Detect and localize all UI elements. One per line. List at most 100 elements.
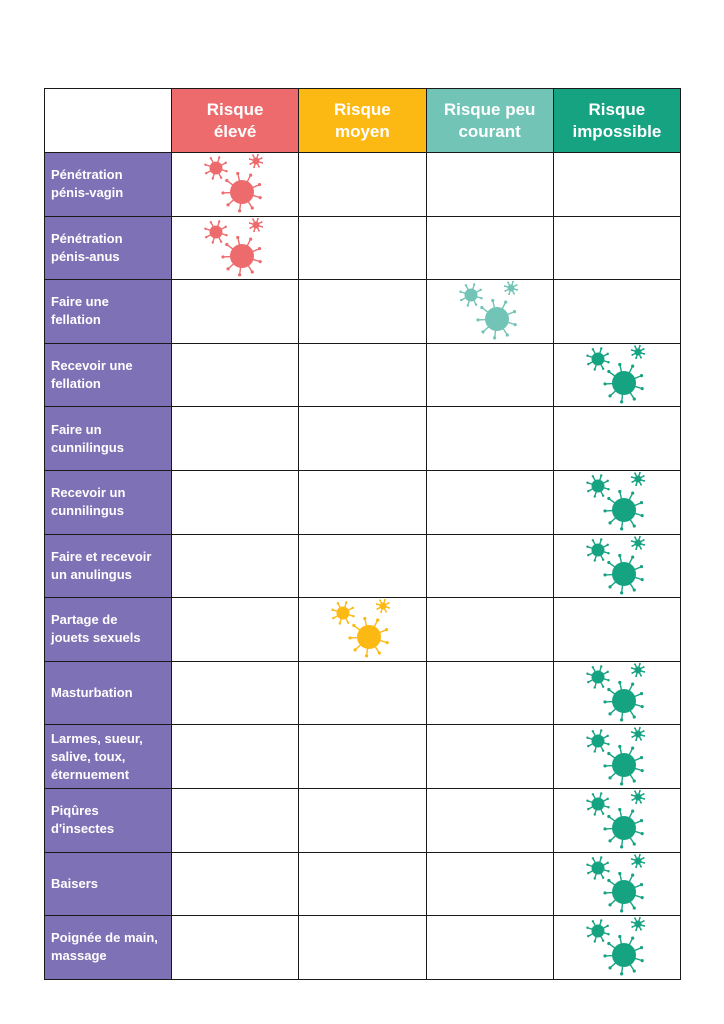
risk-cell-impossible xyxy=(552,787,682,853)
virus-icon xyxy=(586,853,645,913)
row-label: Larmes, sueur, salive, toux, éternuement xyxy=(44,724,172,789)
row-label-text: Faire une fellation xyxy=(51,294,109,328)
virus-icon xyxy=(586,917,645,976)
row-label-text: Masturbation xyxy=(51,685,133,701)
risk-cell-impossible xyxy=(552,724,682,789)
risk-cell-peu xyxy=(425,724,554,789)
virus-icon xyxy=(586,344,645,404)
table-row: Larmes, sueur, salive, toux, éternuement xyxy=(44,724,682,789)
row-label: Partage de jouets sexuels xyxy=(44,597,172,662)
row-label-text: Pénétration pénis-anus xyxy=(51,230,123,264)
risk-cell-impossible xyxy=(552,533,682,599)
risk-cell-peu xyxy=(425,215,554,281)
risk-cell-peu xyxy=(425,851,554,917)
risk-cell-impossible xyxy=(552,660,682,726)
risk-cell-peu xyxy=(425,915,554,980)
virus-icon xyxy=(586,662,645,722)
table-row: Faire une fellation xyxy=(44,279,682,344)
row-label-text: Recevoir une fellation xyxy=(51,358,133,392)
risk-cell-moyen xyxy=(298,660,427,726)
risk-table: Risque élevé Risque moyen Risque peu coura… xyxy=(44,88,682,980)
risk-cell-eleve xyxy=(170,915,300,980)
risk-cell-moyen xyxy=(298,724,427,789)
column-header-label: Risque peu courant xyxy=(443,99,536,141)
risk-cell-impossible xyxy=(552,342,682,408)
virus-icon xyxy=(458,281,518,340)
table-body: Pénétration pénis-vagin Pénétration pénis… xyxy=(44,152,682,980)
virus-icon xyxy=(586,535,645,595)
risk-cell-moyen xyxy=(298,152,427,217)
table-row: Faire un cunnilingus xyxy=(44,406,682,471)
row-label: Recevoir un cunnilingus xyxy=(44,469,172,535)
row-label-text: Piqûres d'insectes xyxy=(51,803,115,837)
row-label-text: Faire un cunnilingus xyxy=(51,421,124,455)
row-label-text: Recevoir un cunnilingus xyxy=(51,485,126,519)
row-label: Faire un cunnilingus xyxy=(44,406,172,471)
row-label-text: Faire et recevoir un anulingus xyxy=(51,548,152,582)
risk-cell-moyen xyxy=(298,279,427,344)
row-label: Piqûres d'insectes xyxy=(44,787,172,853)
column-header-label: Risque impossible xyxy=(572,99,662,141)
column-header-eleve: Risque élevé xyxy=(170,88,300,153)
risk-cell-eleve xyxy=(170,406,300,471)
virus-icon xyxy=(204,217,264,277)
risk-cell-moyen xyxy=(298,215,427,281)
risk-cell-impossible xyxy=(552,469,682,535)
row-label-text: Baisers xyxy=(51,875,98,891)
table-row: Masturbation xyxy=(44,660,682,726)
risk-cell-eleve xyxy=(170,724,300,789)
risk-cell-peu xyxy=(425,787,554,853)
risk-cell-peu xyxy=(425,469,554,535)
corner-cell xyxy=(44,88,172,153)
risk-cell-moyen xyxy=(298,342,427,408)
virus-icon xyxy=(331,599,391,658)
risk-cell-peu xyxy=(425,660,554,726)
risk-cell-peu xyxy=(425,597,554,662)
risk-cell-peu xyxy=(425,406,554,471)
row-label-text: Larmes, sueur, salive, toux, éternuement xyxy=(51,730,143,782)
risk-cell-eleve xyxy=(170,851,300,917)
row-label-text: Pénétration pénis-vagin xyxy=(51,167,124,201)
risk-cell-moyen xyxy=(298,469,427,535)
risk-cell-moyen xyxy=(298,915,427,980)
risk-cell-eleve xyxy=(170,342,300,408)
risk-cell-moyen xyxy=(298,787,427,853)
risk-cell-impossible xyxy=(552,597,682,662)
column-header-label: Risque moyen xyxy=(334,99,391,141)
risk-cell-eleve xyxy=(170,152,300,217)
row-label: Pénétration pénis-vagin xyxy=(44,152,172,217)
risk-cell-moyen xyxy=(298,597,427,662)
row-label: Poignée de main, massage xyxy=(44,915,172,980)
table-row: Recevoir un cunnilingus xyxy=(44,469,682,535)
risk-cell-eleve xyxy=(170,215,300,281)
table-row: Poignée de main, massage xyxy=(44,915,682,980)
column-header-impossible: Risque impossible xyxy=(552,88,682,153)
table-row: Pénétration pénis-anus xyxy=(44,215,682,281)
row-label: Recevoir une fellation xyxy=(44,342,172,408)
risk-cell-eleve xyxy=(170,533,300,599)
row-label-text: Partage de jouets sexuels xyxy=(51,612,141,646)
risk-cell-moyen xyxy=(298,851,427,917)
risk-cell-eleve xyxy=(170,279,300,344)
table-row: Pénétration pénis-vagin xyxy=(44,152,682,217)
risk-cell-impossible xyxy=(552,215,682,281)
row-label-text: Poignée de main, massage xyxy=(51,930,158,964)
row-label: Baisers xyxy=(44,851,172,917)
risk-cell-eleve xyxy=(170,787,300,853)
virus-icon xyxy=(586,726,645,786)
row-label: Pénétration pénis-anus xyxy=(44,215,172,281)
risk-cell-impossible xyxy=(552,152,682,217)
risk-cell-eleve xyxy=(170,597,300,662)
column-header-moyen: Risque moyen xyxy=(298,88,427,153)
column-header-peu: Risque peu courant xyxy=(425,88,554,153)
risk-cell-impossible xyxy=(552,406,682,471)
virus-icon xyxy=(586,472,645,531)
risk-cell-moyen xyxy=(298,533,427,599)
table-row: Recevoir une fellation xyxy=(44,342,682,408)
header-row: Risque élevé Risque moyen Risque peu coura… xyxy=(44,88,682,153)
virus-icon xyxy=(586,790,645,849)
risk-cell-peu xyxy=(425,533,554,599)
risk-cell-impossible xyxy=(552,279,682,344)
table-row: Faire et recevoir un anulingus xyxy=(44,533,682,599)
risk-cell-peu xyxy=(425,342,554,408)
